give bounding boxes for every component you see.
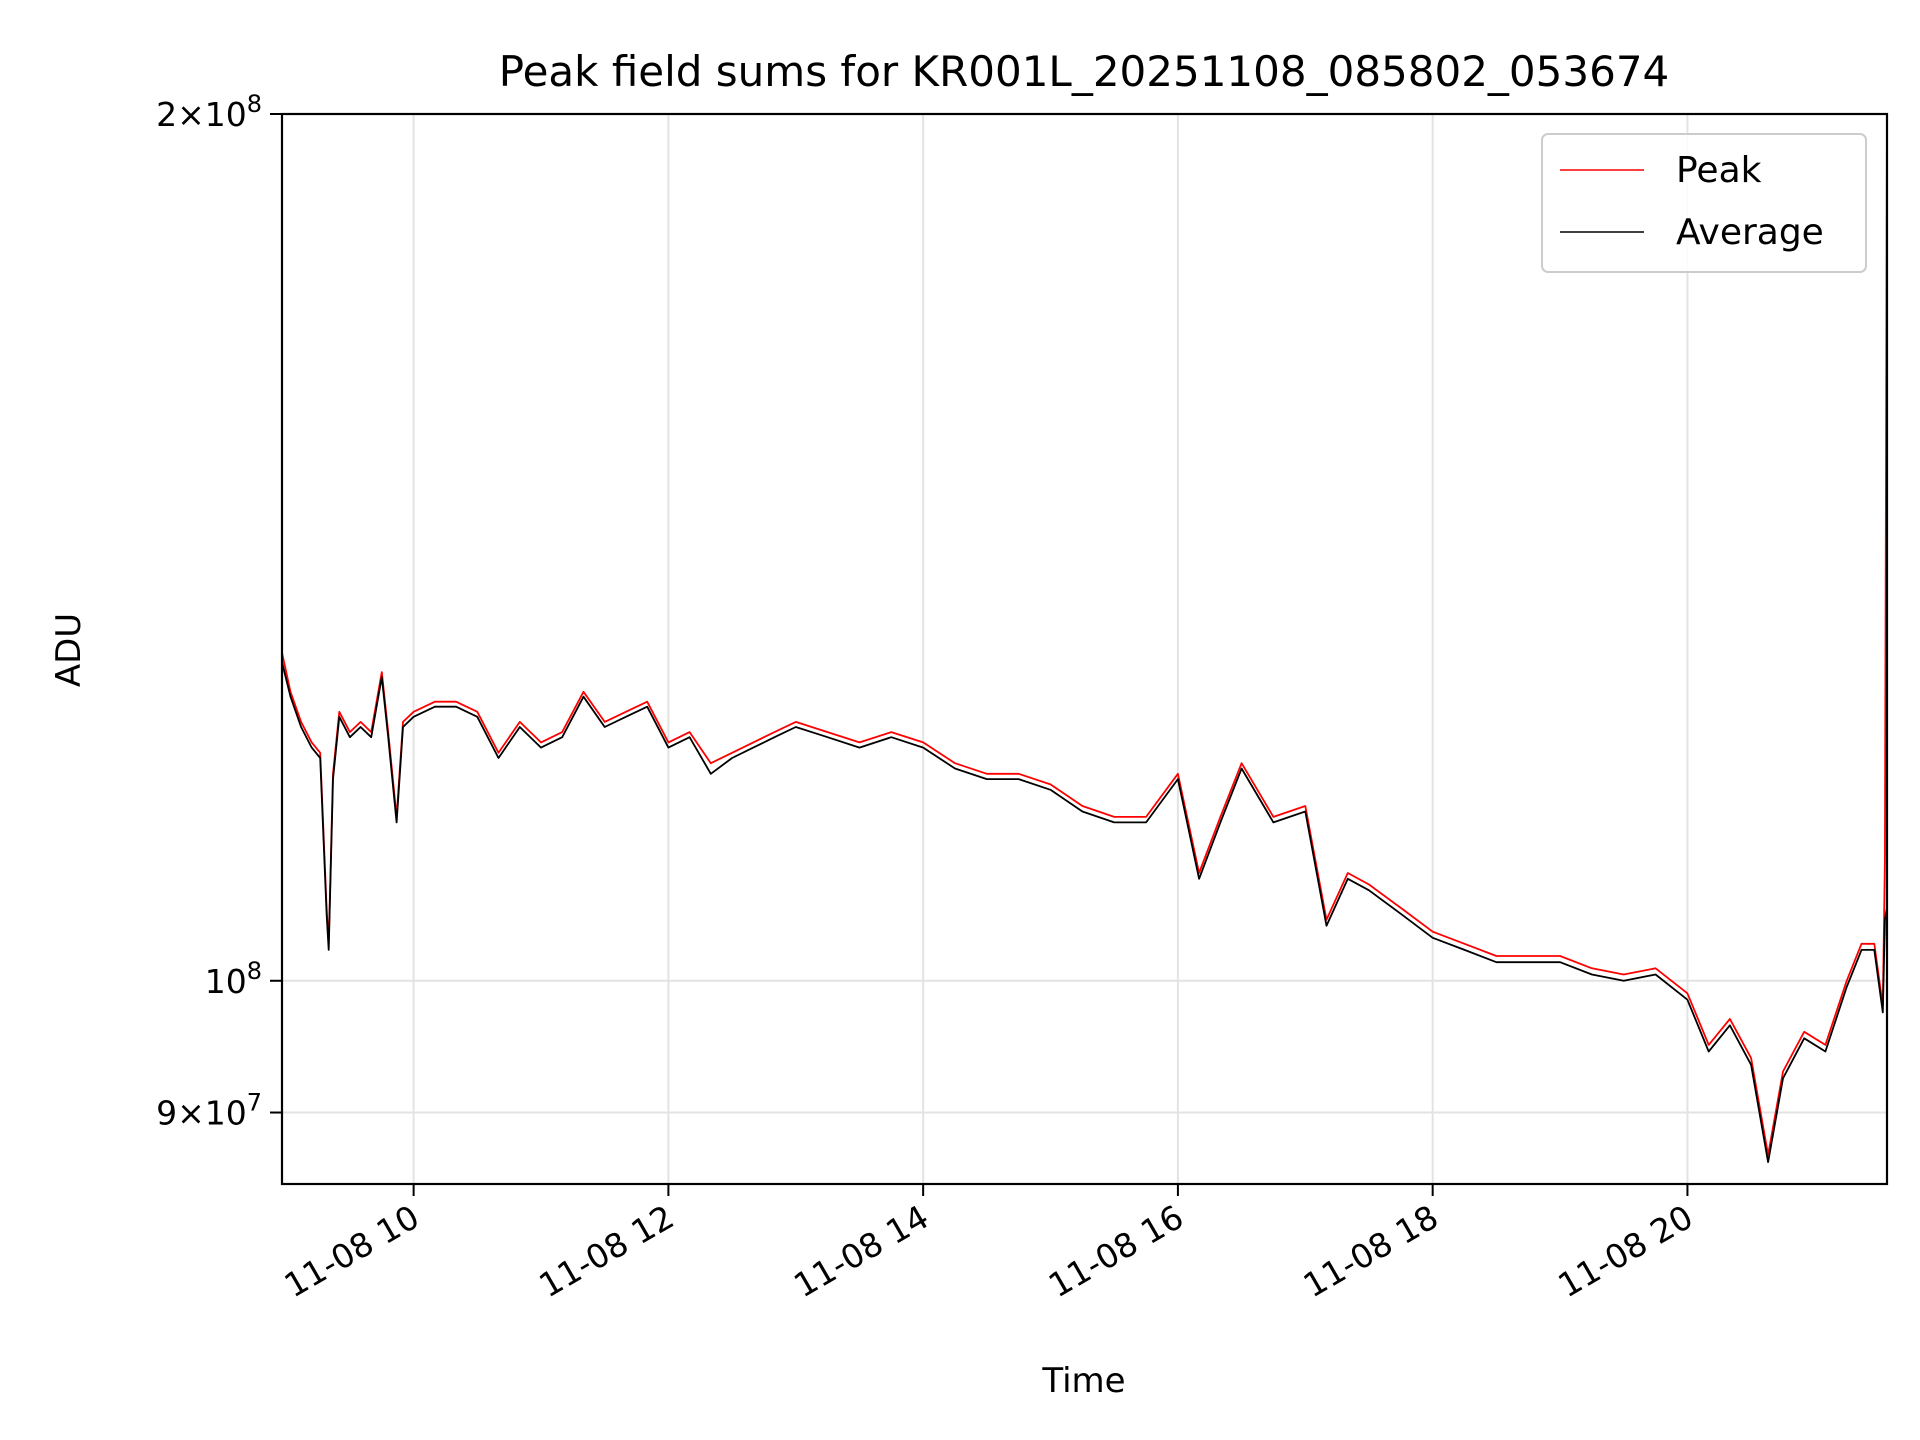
x-axis-ticks: 11-08 10 11-08 12 11-08 14 11-08 16 11-08 18…	[278, 1184, 1699, 1305]
x-tick-label: 11-08 12	[532, 1197, 680, 1305]
x-tick-label: 11-08 10	[278, 1197, 426, 1305]
y-tick-label: 108	[205, 957, 262, 1001]
legend-label-peak: Peak	[1676, 150, 1762, 191]
x-axis-label: Time	[1041, 1361, 1125, 1401]
y-axis-label: ADU	[49, 613, 89, 687]
x-tick-label: 11-08 20	[1551, 1197, 1699, 1305]
series-line-average	[281, 662, 1888, 1163]
y-tick-label: 2×108	[156, 90, 262, 134]
y-tick-label: 9×107	[156, 1089, 262, 1133]
legend: Peak Average	[1541, 133, 1867, 273]
x-tick-label: 11-08 16	[1042, 1197, 1190, 1305]
x-tick-label: 11-08 18	[1297, 1197, 1445, 1305]
y-axis-ticks: 9×107 108 2×108	[156, 90, 282, 1133]
legend-label-average: Average	[1676, 212, 1824, 253]
legend-box	[1541, 133, 1867, 273]
plot-frame	[280, 112, 1889, 1186]
chart-title: Peak field sums for KR001L_20251108_0858…	[499, 47, 1670, 96]
grid	[282, 113, 1887, 1184]
x-tick-label: 11-08 14	[787, 1197, 935, 1305]
series-layer	[281, 113, 1888, 1163]
